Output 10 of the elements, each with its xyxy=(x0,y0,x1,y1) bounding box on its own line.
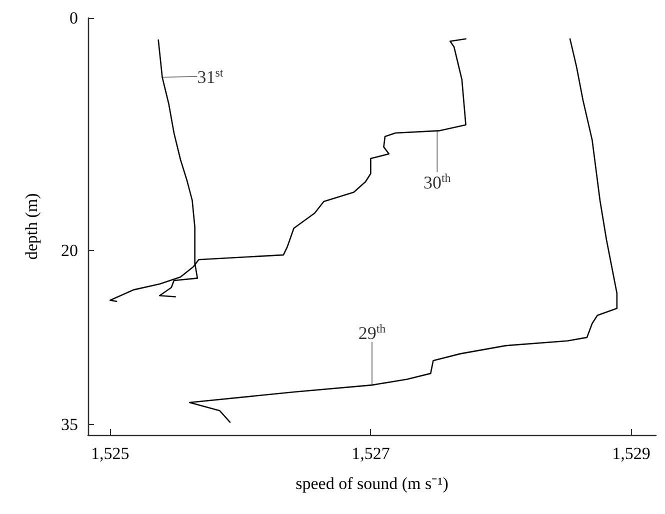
x-tick-label: 1,527 xyxy=(352,444,390,463)
y-tick-label: 20 xyxy=(61,240,78,260)
y-tick-label: 0 xyxy=(70,8,78,28)
line-series xyxy=(109,38,466,302)
line-series xyxy=(188,38,618,423)
x-tick-label: 1,525 xyxy=(91,444,130,463)
y-axis-title: depth (m) xyxy=(22,193,41,260)
x-axis-title: speed of sound (m s⁻¹) xyxy=(296,474,448,493)
y-tick-label: 35 xyxy=(61,415,78,434)
x-tick-label: 1,529 xyxy=(612,444,650,463)
